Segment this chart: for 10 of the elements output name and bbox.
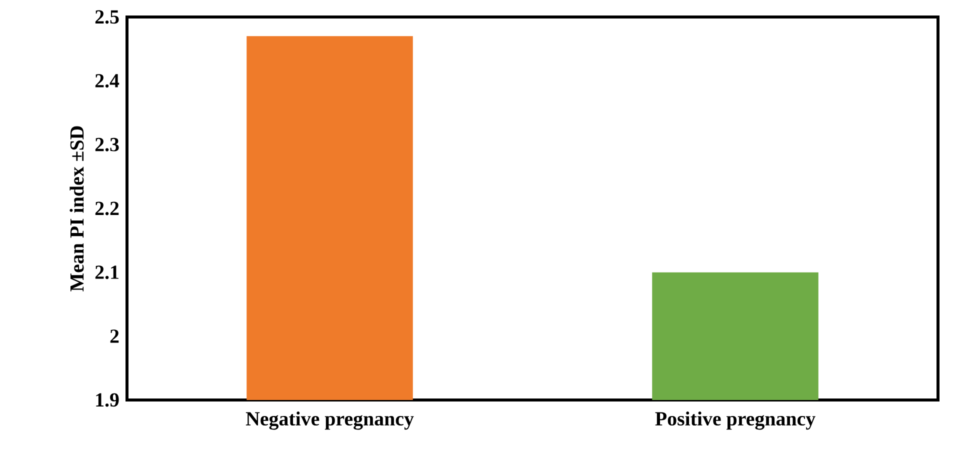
x-tick-label: Negative pregnancy	[246, 412, 414, 430]
y-tick-label: 2.4	[95, 74, 120, 88]
y-tick-label: 2.3	[95, 138, 119, 152]
y-tick-label: 2	[110, 330, 119, 343]
y-tick-label: 2.2	[95, 202, 119, 216]
y-tick-label: 1.9	[96, 393, 119, 407]
x-tick-label: Positive pregnancy	[655, 412, 816, 430]
y-tick-label: 2.5	[95, 10, 119, 24]
y-axis-title: Mean PI index ±SD	[70, 126, 84, 292]
y-tick-label: 2.1	[95, 266, 118, 280]
